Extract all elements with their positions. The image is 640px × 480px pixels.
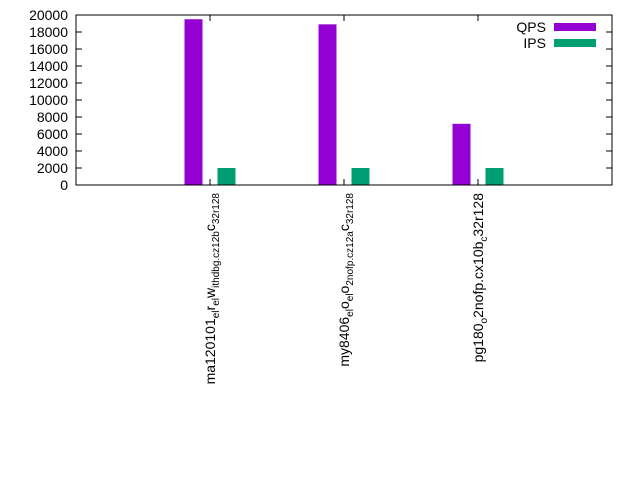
bar-ips-3 — [485, 168, 504, 185]
y-tick-label: 16000 — [29, 41, 68, 57]
category-label-subscript: el — [345, 293, 356, 301]
category-label-subscript: 32r128 — [345, 193, 356, 225]
bar-qps-2 — [318, 24, 337, 185]
bars — [184, 19, 504, 185]
y-tick-label: 18000 — [29, 24, 68, 40]
y-tick-label: 0 — [60, 177, 68, 193]
category-label-subscript: o — [479, 317, 490, 323]
legend-label-qps: QPS — [516, 19, 546, 35]
y-tick-label: 4000 — [37, 143, 68, 159]
category-label: pg180o2nofp.cx10bc32r128 — [470, 193, 490, 363]
category-label-subscript: el — [211, 298, 222, 306]
bar-qps-1 — [184, 19, 203, 185]
y-tick-label: 12000 — [29, 75, 68, 91]
y-tick-label: 6000 — [37, 126, 68, 142]
y-tick-label: 20000 — [29, 7, 68, 23]
legend-label-ips: IPS — [523, 35, 546, 51]
category-label-subscript: c — [479, 237, 490, 242]
bar-ips-2 — [351, 168, 370, 185]
category-label-part: o — [336, 301, 352, 309]
y-tick-label: 8000 — [37, 109, 68, 125]
category-label-part: ma120101 — [202, 318, 218, 384]
category-label-subscript: 32r128 — [211, 193, 222, 225]
plot-frame — [75, 14, 613, 186]
category-label-part: 2nofp.cx10b — [470, 241, 486, 317]
legend-swatch-qps — [554, 23, 596, 31]
category-label-subscript: el — [345, 309, 356, 317]
legend-swatch-ips — [554, 39, 596, 47]
category-label-subscript: 2nofp.cz12a — [345, 231, 356, 286]
y-tick-label: 10000 — [29, 92, 68, 108]
bar-qps-3 — [452, 123, 471, 185]
bar-ips-1 — [217, 168, 236, 185]
category-label: my8406eloelo2nofp.cz12ac32r128 — [336, 193, 356, 367]
category-label: ma120101elrelwithdbg.cz12bc32r128 — [202, 193, 222, 385]
category-label-part: o — [336, 285, 352, 293]
y-tick-label: 2000 — [37, 160, 68, 176]
category-label-subscript: el — [211, 310, 222, 318]
category-label-part: c — [202, 224, 218, 231]
category-label-part: w — [202, 287, 218, 299]
y-axis-ticks: 0200040006000800010000120001400016000180… — [29, 7, 612, 193]
category-label-subscript: ithdbg.cz12b — [211, 231, 222, 288]
category-label-part: r — [202, 305, 218, 310]
category-label-part: c — [336, 224, 352, 231]
category-label-part: pg180 — [470, 323, 486, 362]
y-tick-label: 14000 — [29, 58, 68, 74]
x-axis-labels: ma120101elrelwithdbg.cz12bc32r128my8406e… — [202, 15, 490, 384]
category-label-part: my8406 — [336, 317, 352, 367]
category-label-part: 32r128 — [470, 193, 486, 237]
